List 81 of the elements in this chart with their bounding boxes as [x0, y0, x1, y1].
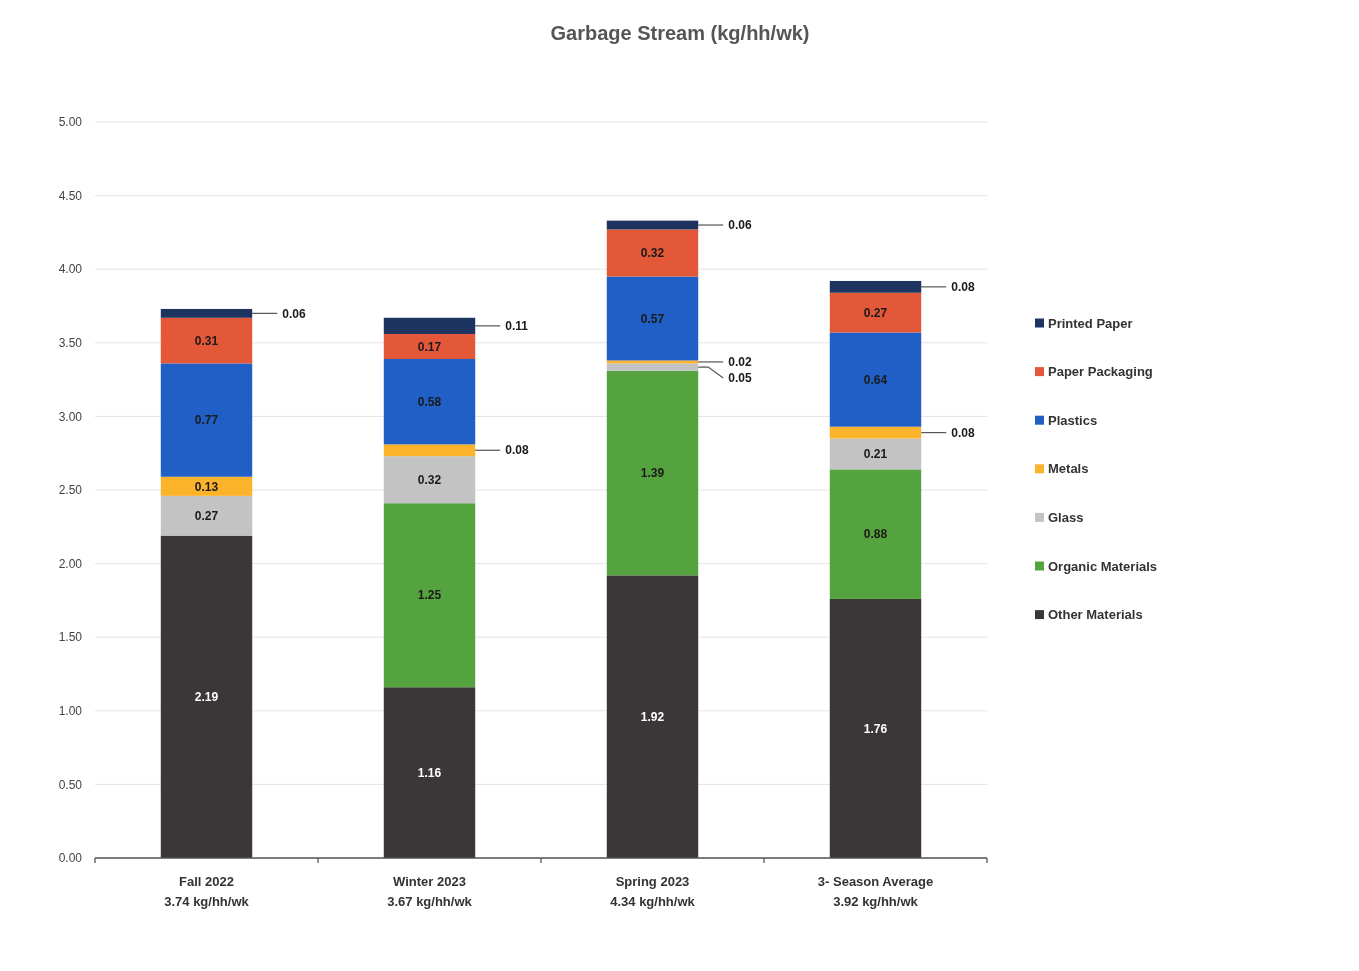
- bar: [829, 332, 922, 427]
- y-tick-label: 3.50: [58, 336, 83, 350]
- y-tick-label: 0.50: [58, 777, 83, 792]
- data-label: 1.76: [863, 721, 888, 736]
- data-label: 0.64: [863, 372, 888, 387]
- data-label: 0.17: [417, 339, 442, 354]
- data-label: 0.77: [194, 413, 219, 428]
- bar: [606, 575, 699, 858]
- bar: [829, 438, 922, 470]
- chart-title: Garbage Stream (kg/hh/wk): [550, 22, 810, 44]
- x-tick-label: 3- Season Average: [817, 873, 934, 889]
- bar: [383, 687, 476, 858]
- y-tick-label: 3.00: [58, 409, 83, 424]
- data-label: 0.58: [417, 394, 442, 409]
- data-label: 0.27: [863, 305, 888, 320]
- legend-label: Plastics: [1048, 412, 1098, 428]
- data-label: 0.13: [194, 479, 219, 494]
- data-label: 1.92: [640, 709, 665, 724]
- bar: [160, 476, 253, 496]
- bar: [383, 317, 476, 334]
- bar: [383, 503, 476, 688]
- bar: [383, 456, 476, 504]
- legend-label: Other Materials: [1048, 607, 1143, 623]
- y-tick-label: 0.00: [58, 851, 83, 866]
- y-tick-label: 1.00: [58, 704, 83, 718]
- x-tick-label: Fall 2022: [179, 873, 234, 889]
- bar: [829, 598, 922, 858]
- data-label: 2.19: [194, 690, 219, 705]
- total-label: 3.92 kg/hh/wk: [833, 893, 919, 909]
- data-label: 0.06: [728, 218, 752, 233]
- data-label: 0.11: [505, 319, 529, 334]
- total-label: 3.67 kg/hh/wk: [387, 893, 473, 909]
- x-tick-label: Winter 2023: [393, 873, 466, 889]
- data-label: 0.21: [863, 447, 888, 462]
- bar: [606, 360, 699, 364]
- data-label: 0.32: [417, 472, 442, 487]
- y-tick-label: 1.50: [58, 630, 83, 645]
- legend-label: Organic Materials: [1048, 558, 1158, 574]
- bar: [606, 229, 699, 277]
- y-tick-label: 2.50: [58, 483, 83, 498]
- bar: [606, 276, 699, 361]
- bar: [160, 363, 253, 477]
- data-label: 0.06: [282, 306, 306, 321]
- bar: [606, 363, 699, 371]
- bar: [829, 292, 922, 333]
- bar: [160, 308, 253, 318]
- bar: [829, 280, 922, 293]
- data-label: 0.02: [728, 355, 752, 370]
- data-label: 0.31: [194, 333, 219, 348]
- legend-label: Printed Paper: [1048, 315, 1133, 331]
- bar: [606, 370, 699, 576]
- total-label: 3.74 kg/hh/wk: [164, 893, 250, 909]
- data-label: 0.08: [951, 280, 975, 295]
- data-label: 0.05: [728, 371, 752, 386]
- total-label: 4.34 kg/hh/wk: [610, 893, 696, 909]
- bar: [383, 333, 476, 359]
- bar: [829, 426, 922, 439]
- legend-label: Metals: [1048, 461, 1089, 477]
- y-tick-label: 4.50: [58, 188, 83, 203]
- data-label: 1.25: [417, 588, 442, 603]
- data-label: 0.08: [505, 443, 529, 458]
- y-tick-label: 4.00: [58, 262, 83, 277]
- bar: [160, 495, 253, 536]
- data-label: 0.08: [951, 425, 975, 440]
- legend-label: Paper Packaging: [1048, 364, 1153, 380]
- y-tick-label: 5.00: [58, 115, 83, 130]
- x-tick-label: Spring 2023: [615, 873, 690, 889]
- data-label: 1.39: [640, 466, 665, 481]
- y-tick-label: 2.00: [58, 556, 83, 571]
- bar: [160, 535, 253, 858]
- data-label: 1.16: [417, 765, 442, 780]
- data-label: 0.88: [863, 527, 888, 542]
- bar: [383, 358, 476, 445]
- legend-label: Glass: [1048, 509, 1084, 525]
- bar: [606, 220, 699, 230]
- bar: [160, 317, 253, 364]
- data-label: 0.32: [640, 246, 665, 261]
- data-label: 0.57: [640, 311, 665, 326]
- bar: [383, 444, 476, 457]
- bar: [829, 469, 922, 599]
- data-label: 0.27: [194, 508, 219, 523]
